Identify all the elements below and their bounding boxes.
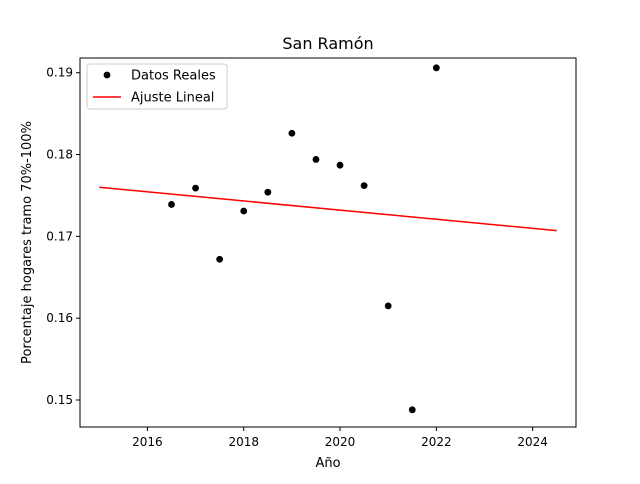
x-axis-label: Año [315,456,340,471]
chart-title: San Ramón [282,34,373,53]
legend-label: Ajuste Lineal [131,91,214,106]
x-tick-label: 2016 [132,435,163,449]
data-point [360,182,368,190]
y-tick-label: 0.16 [46,311,73,325]
data-point [216,255,224,263]
data-point [264,188,272,196]
x-tick-label: 2020 [325,435,356,449]
fit-line [99,186,557,232]
plot-area [99,64,557,414]
data-point [384,302,392,310]
data-point [288,129,296,137]
x-tick-label: 2022 [421,435,452,449]
legend-label: Datos Reales [131,69,216,84]
data-point [168,201,175,208]
plot-frame [79,57,577,428]
legend-box [86,63,228,110]
data-point [312,156,320,163]
y-tick-label: 0.18 [46,148,73,162]
data-point [192,184,199,192]
y-tick-label: 0.19 [46,66,73,80]
x-tick-label: 2018 [228,435,259,449]
y-axis-label: Porcentaje hogares tramo 70%-100% [20,121,35,364]
data-point [336,161,344,169]
data-point [432,64,440,72]
y-tick-label: 0.15 [46,393,73,407]
legend-marker-swatch [103,71,111,79]
legend: Datos Reales Ajuste Lineal [86,63,228,110]
data-point [240,207,248,215]
data-point [408,406,416,414]
x-tick-label: 2024 [517,435,548,449]
y-tick-label: 0.17 [46,229,73,243]
